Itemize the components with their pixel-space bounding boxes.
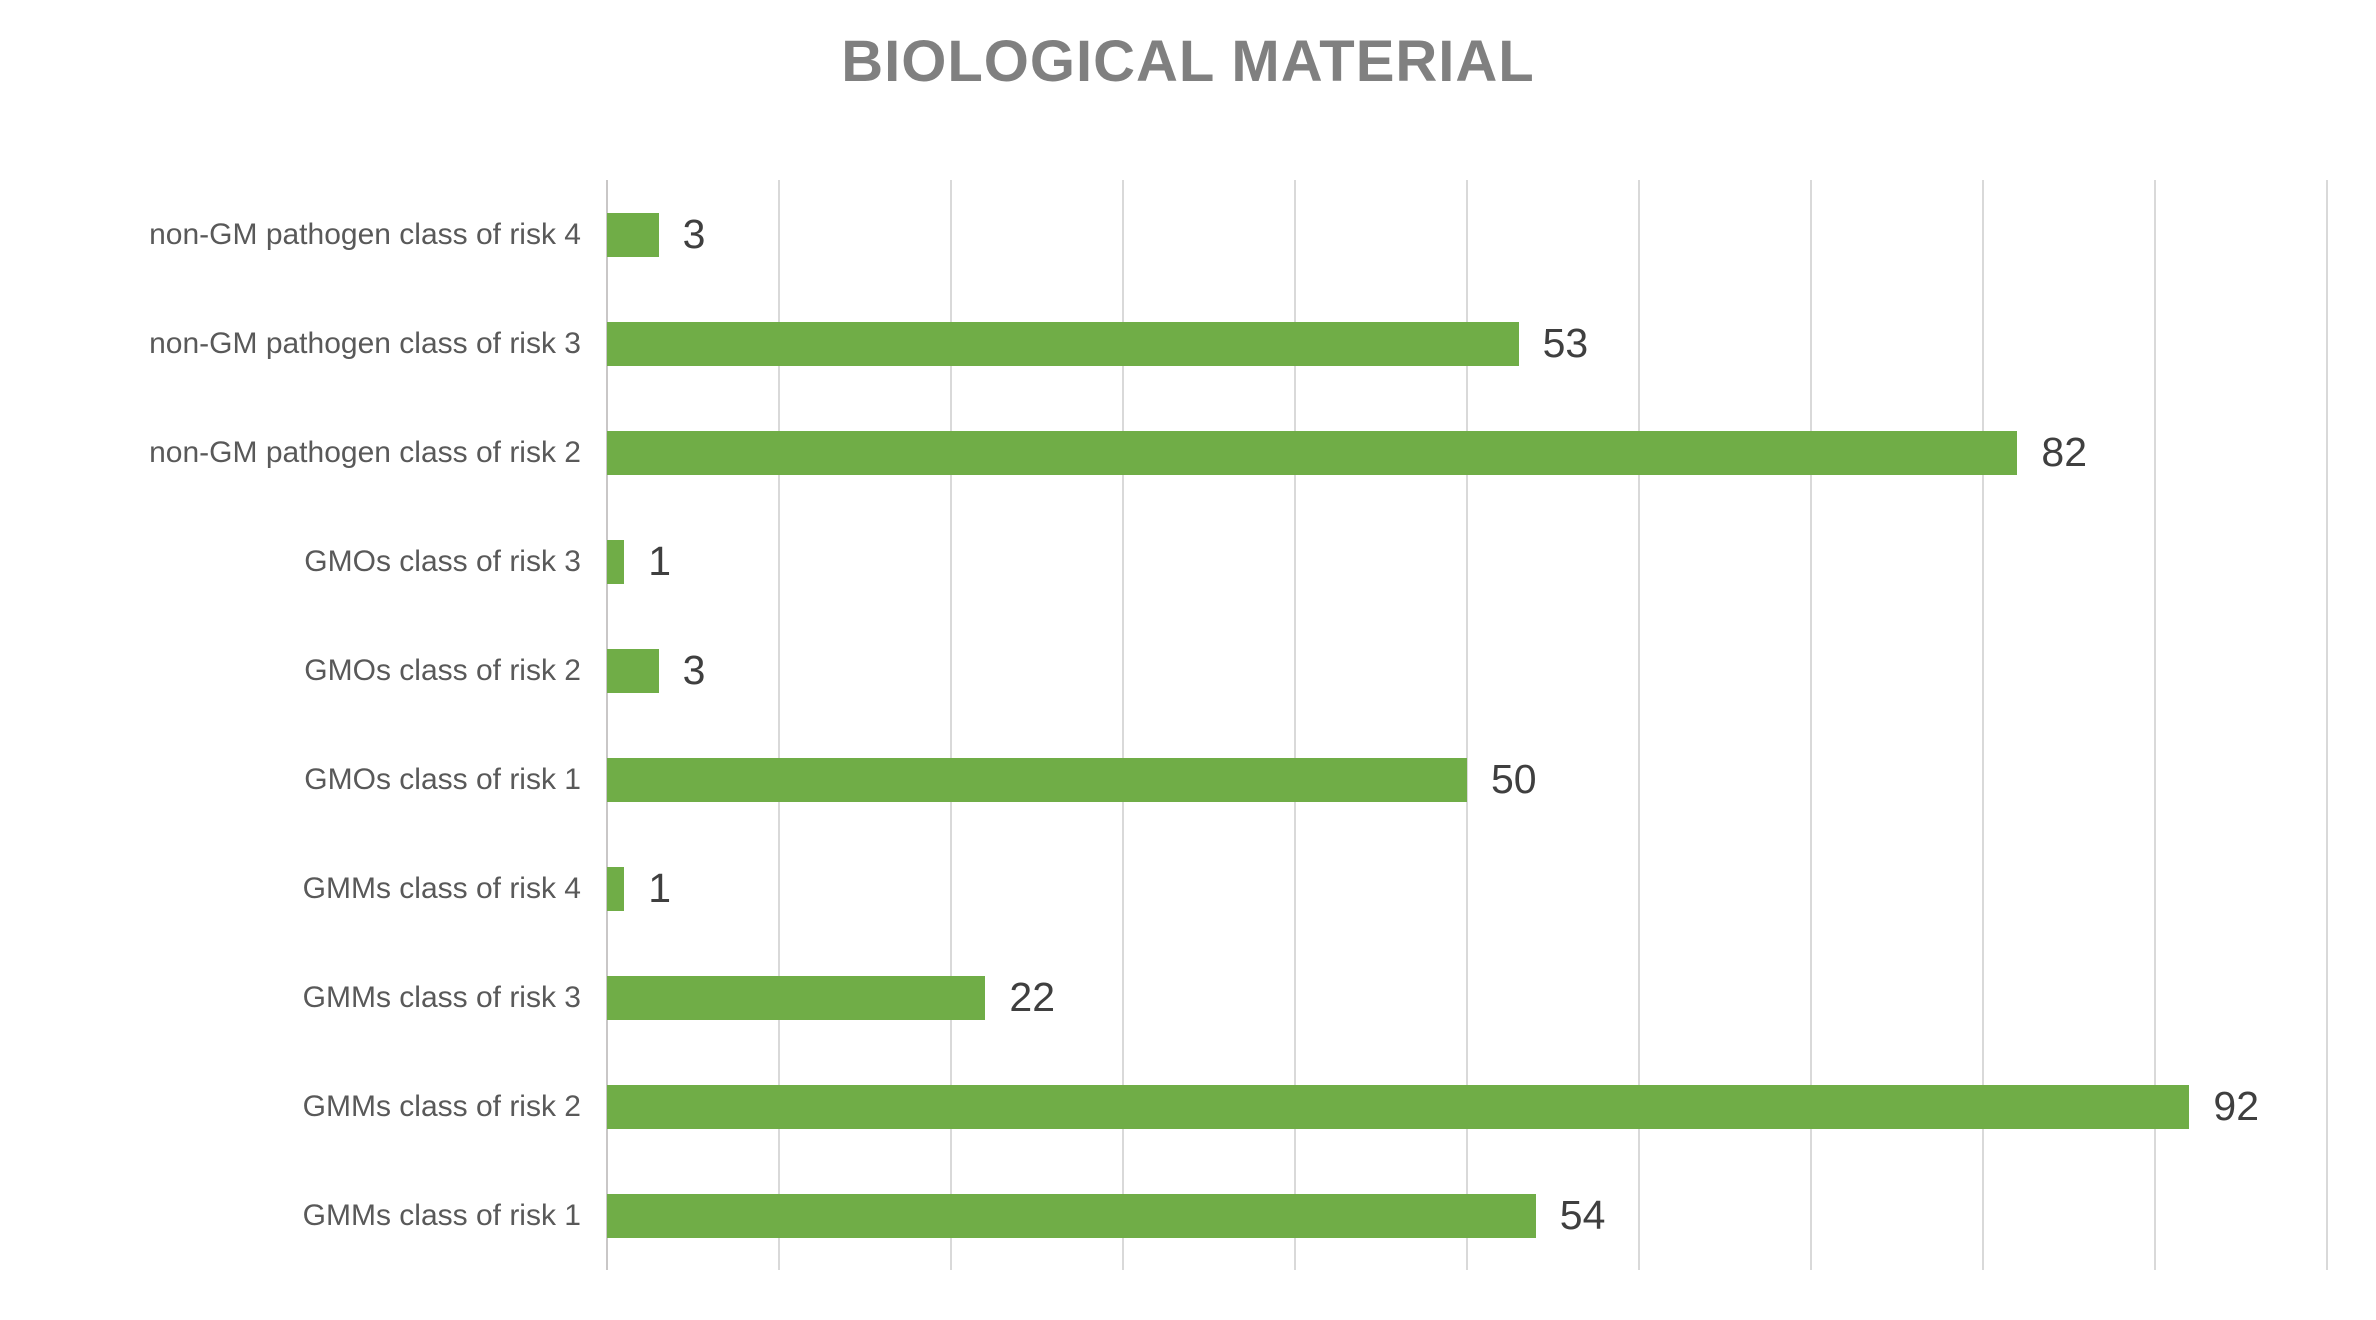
chart-row: GMMs class of risk 4 1 xyxy=(0,834,2376,943)
bar xyxy=(607,866,625,911)
gridline xyxy=(2154,180,2156,1270)
category-label: GMMs class of risk 4 xyxy=(302,871,581,905)
gridline xyxy=(1810,180,1812,1270)
chart-row: non-GM pathogen class of risk 2 82 xyxy=(0,398,2376,507)
gridline xyxy=(778,180,780,1270)
bar-track: 54 xyxy=(607,1161,2327,1270)
gridline xyxy=(1638,180,1640,1270)
value-label: 1 xyxy=(648,538,671,584)
bar-track: 22 xyxy=(607,943,2327,1052)
category-label: GMMs class of risk 1 xyxy=(302,1198,581,1232)
gridline xyxy=(1466,180,1468,1270)
value-label: 3 xyxy=(682,647,706,693)
bar-track: 1 xyxy=(607,507,2327,616)
bar xyxy=(607,430,2018,475)
category-label: non-GM pathogen class of risk 4 xyxy=(149,217,581,251)
category-label: non-GM pathogen class of risk 2 xyxy=(149,435,581,469)
bar-track: 92 xyxy=(607,1052,2327,1161)
chart-row: GMOs class of risk 1 50 xyxy=(0,725,2376,834)
bar-track: 3 xyxy=(607,180,2327,289)
chart-row: GMOs class of risk 3 1 xyxy=(0,507,2376,616)
value-label: 54 xyxy=(1559,1192,1606,1238)
gridline xyxy=(1122,180,1124,1270)
bar-rows: non-GM pathogen class of risk 4 3 non-GM p… xyxy=(0,180,2376,1270)
gridline xyxy=(950,180,952,1270)
bar xyxy=(607,1193,1536,1238)
gridline-layer xyxy=(606,180,2328,1270)
chart-row: GMMs class of risk 3 22 xyxy=(0,943,2376,1052)
bar-track: 82 xyxy=(607,398,2327,507)
gridline xyxy=(1982,180,1984,1270)
bar xyxy=(607,539,625,584)
bar xyxy=(607,975,986,1020)
bar-track: 50 xyxy=(607,725,2327,834)
value-axis-line xyxy=(606,180,608,1270)
category-label: GMMs class of risk 2 xyxy=(302,1089,581,1123)
value-label: 50 xyxy=(1491,756,1537,802)
category-label: GMOs class of risk 1 xyxy=(304,762,581,796)
category-label: non-GM pathogen class of risk 3 xyxy=(149,326,581,360)
gridline xyxy=(1294,180,1296,1270)
chart-row: GMOs class of risk 2 3 xyxy=(0,616,2376,725)
bar xyxy=(607,1084,2190,1129)
category-label: GMOs class of risk 3 xyxy=(304,544,581,578)
value-label: 82 xyxy=(2041,429,2087,475)
bar-track: 53 xyxy=(607,289,2327,398)
value-label: 92 xyxy=(2213,1083,2259,1129)
plot-area: non-GM pathogen class of risk 4 3 non-GM p… xyxy=(0,180,2376,1270)
bar xyxy=(607,648,659,693)
bar xyxy=(607,212,659,257)
bar xyxy=(607,757,1467,802)
category-label: GMOs class of risk 2 xyxy=(304,653,581,687)
bar xyxy=(607,321,1519,366)
value-label: 1 xyxy=(648,865,671,911)
bar-track: 1 xyxy=(607,834,2327,943)
bar-track: 3 xyxy=(607,616,2327,725)
value-label: 53 xyxy=(1542,320,1589,366)
chart-row: GMMs class of risk 2 92 xyxy=(0,1052,2376,1161)
chart-title: BIOLOGICAL MATERIAL xyxy=(841,29,1535,94)
value-label: 22 xyxy=(1009,974,1055,1020)
chart-row: GMMs class of risk 1 54 xyxy=(0,1161,2376,1270)
chart-row: non-GM pathogen class of risk 3 53 xyxy=(0,289,2376,398)
value-label: 3 xyxy=(682,211,706,257)
gridline xyxy=(2326,180,2328,1270)
chart-row: non-GM pathogen class of risk 4 3 xyxy=(0,180,2376,289)
category-label: GMMs class of risk 3 xyxy=(302,980,581,1014)
